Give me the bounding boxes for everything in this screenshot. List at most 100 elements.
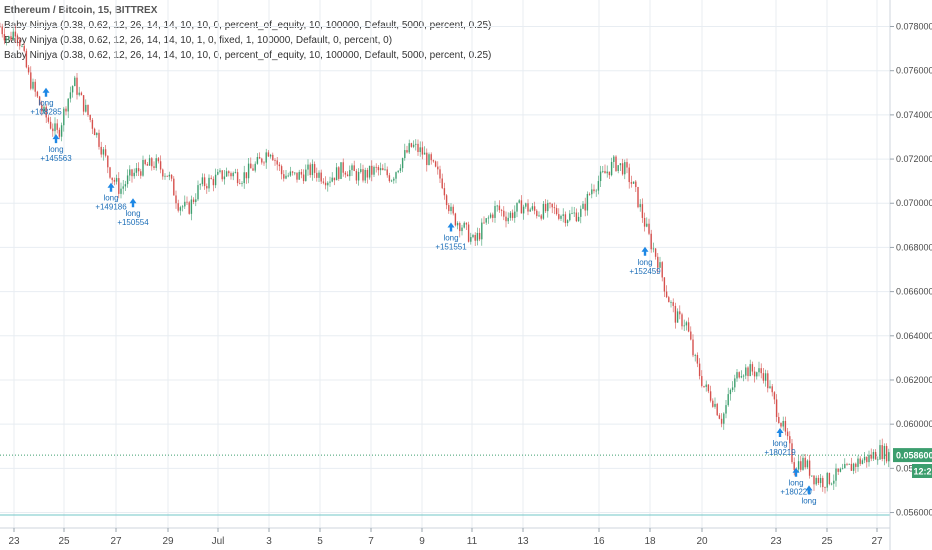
candle-body [135, 168, 138, 173]
signal-value: +152459 [629, 267, 661, 276]
candle-body [533, 206, 536, 211]
candle-body [676, 311, 679, 323]
candle-body [560, 215, 562, 219]
candle-body [280, 166, 283, 175]
candle-body [85, 104, 87, 112]
candle-body [63, 108, 65, 126]
candle-body [159, 161, 162, 170]
candle-body [432, 160, 435, 162]
time-tick-label: 23 [8, 536, 20, 547]
candle-body [267, 152, 270, 157]
candle-body [650, 233, 652, 250]
candle-body [522, 206, 525, 214]
time-tick-label: 18 [644, 536, 656, 547]
candle-body [379, 168, 382, 171]
candle-body [885, 445, 888, 462]
candle-body [434, 161, 437, 167]
candle-body [661, 262, 663, 278]
candle-body [327, 182, 329, 186]
candle-body [492, 214, 494, 218]
candle-body [445, 195, 448, 206]
candle-body [811, 475, 813, 477]
candle-body [551, 203, 553, 208]
long-signal[interactable]: long+145563 [40, 134, 72, 163]
candle-body [773, 392, 776, 400]
candle-body [791, 443, 793, 463]
candle-body [140, 171, 142, 176]
candle-body [808, 460, 811, 476]
time-axis[interactable]: 23 25 27 29 Jul 3 5 7 9 11 13 16 18 20 23 25 27 [0, 527, 890, 547]
current-price-tag: 0.05860000 12:21 [893, 448, 932, 478]
candle-body [0, 26, 1, 28]
candle-body [564, 214, 567, 224]
candle-body [591, 189, 593, 195]
candle-body [430, 154, 432, 161]
candle-body [232, 172, 234, 177]
candle-body [404, 150, 406, 159]
trade-signals: long+108285long+145563long+149186long+15… [30, 87, 817, 505]
legend-line-1[interactable]: Baby Ninjya (0.38, 0.62, 12, 26, 14, 14,… [4, 20, 492, 31]
candle-body [441, 178, 443, 189]
candle-body [712, 400, 714, 407]
candle-body [505, 216, 507, 222]
long-signal[interactable]: long+152459 [629, 246, 661, 276]
candle-body [529, 209, 531, 212]
long-arrow-icon [805, 485, 813, 495]
candle-body [177, 203, 179, 211]
long-signal[interactable]: long+108285 [30, 87, 62, 117]
candle-body [360, 169, 362, 172]
candle-body [602, 171, 604, 172]
candle-body [824, 487, 826, 488]
legend-line-3[interactable]: Baby Ninjya (0.38, 0.62, 12, 26, 14, 14,… [4, 50, 492, 61]
candle-body [698, 363, 701, 377]
candle-body [36, 91, 39, 97]
long-signal[interactable]: long+180219 [764, 427, 796, 457]
candle-body [362, 169, 364, 181]
candle-body [690, 331, 692, 340]
candle-body [16, 36, 19, 40]
candle-body [76, 77, 78, 95]
candle-body [195, 199, 197, 202]
long-signal[interactable]: long+149186 [95, 182, 127, 212]
candle-body [635, 181, 637, 187]
candle-body [208, 177, 210, 189]
candle-body [223, 176, 226, 180]
long-signal[interactable]: long+150554 [117, 198, 149, 227]
candle-body [439, 169, 441, 179]
long-signal[interactable]: long+180220 [780, 467, 812, 497]
price-tick-label: 0.07000000 [896, 198, 932, 208]
candle-body [714, 403, 716, 407]
candle-body [599, 171, 602, 182]
candle-body [630, 182, 633, 184]
long-signal[interactable]: long+151551 [435, 222, 467, 252]
candle-body [734, 378, 736, 388]
candle-body [723, 413, 725, 424]
candle-body [305, 169, 307, 182]
candle-body [87, 104, 89, 115]
long-signal[interactable]: long [801, 485, 817, 505]
candle-body [250, 163, 252, 169]
candle-body [390, 180, 393, 182]
candle-body [514, 211, 516, 218]
candle-body [340, 162, 342, 179]
candle-body [239, 183, 241, 184]
current-price-label: 0.05860000 [896, 451, 932, 461]
candle-body [346, 174, 349, 177]
candle-body [819, 477, 822, 484]
time-tick-label: 7 [368, 536, 374, 547]
candle-body [357, 171, 360, 181]
candle-body [331, 177, 333, 182]
candle-body [789, 436, 791, 444]
signal-label: long [38, 99, 53, 108]
price-axis[interactable]: 0.07800000 0.07600000 0.07400000 0.07200000… [889, 0, 932, 550]
candle-body [443, 188, 446, 196]
candle-body [58, 129, 61, 137]
legend-line-2[interactable]: Baby Ninjya (0.38, 0.62, 12, 26, 14, 14,… [4, 35, 393, 46]
candle-body [672, 302, 674, 306]
candle-body [800, 461, 802, 470]
chart-legend: Ethereum / Bitcoin, 15, BITTREX Baby Nin… [4, 3, 491, 63]
candle-body [841, 468, 844, 470]
candle-body [461, 227, 463, 232]
candle-body [397, 170, 399, 173]
